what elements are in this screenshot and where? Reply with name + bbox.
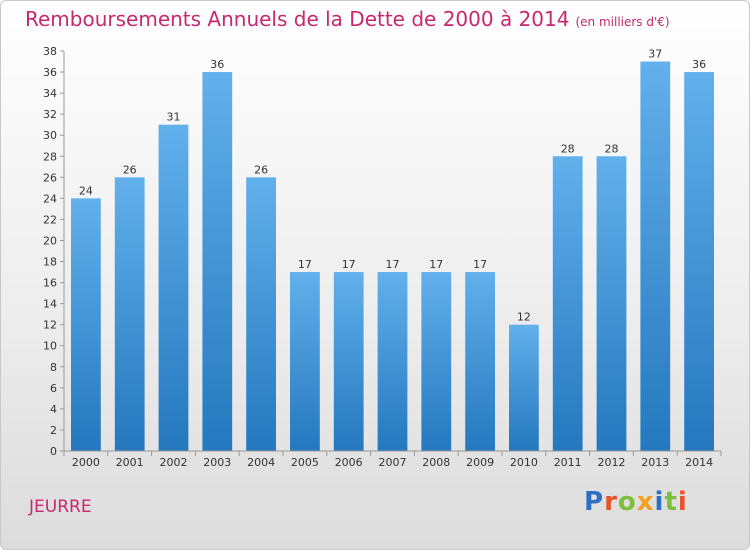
y-tick-label: 12 (43, 319, 57, 332)
bar (509, 324, 539, 451)
bar (421, 272, 452, 451)
y-tick-label: 20 (43, 234, 57, 247)
brand-letter: x (636, 487, 655, 517)
bar (333, 272, 364, 451)
x-tick-label: 2014 (685, 456, 713, 469)
brand-letter: i (677, 487, 688, 517)
x-tick-label: 2003 (203, 456, 231, 469)
y-tick-label: 38 (43, 45, 57, 58)
data-label: 12 (517, 311, 531, 324)
data-label: 17 (473, 258, 487, 271)
x-tick-label: 2004 (247, 456, 275, 469)
y-tick-label: 14 (43, 298, 57, 311)
x-tick-label: 2002 (160, 456, 188, 469)
x-tick-label: 2012 (598, 456, 626, 469)
x-tick-label: 2013 (641, 456, 669, 469)
commune-name: JEURRE (29, 497, 92, 517)
chart-subtitle: (en milliers d'€) (575, 15, 670, 29)
y-tick-label: 18 (43, 256, 57, 269)
data-label: 36 (692, 58, 706, 71)
y-tick-label: 2 (50, 424, 57, 437)
bar (377, 272, 408, 451)
bars: 24 26 31 36 26 17 17 17 17 17 12 28 28 37 36 (71, 48, 714, 452)
y-tick-label: 22 (43, 213, 57, 226)
bar (684, 72, 714, 451)
bar (596, 156, 627, 451)
brand-letter: o (617, 487, 637, 517)
brand-letter: t (664, 487, 678, 517)
brand-logo: Proxiti (584, 487, 688, 517)
x-tick-label: 2010 (510, 456, 538, 469)
brand-letter: i (654, 487, 665, 517)
y-tick-label: 16 (43, 277, 57, 290)
bar (158, 124, 189, 452)
y-tick-label: 24 (43, 192, 57, 205)
bar (465, 272, 495, 451)
y-tick-label: 28 (43, 150, 57, 163)
data-label: 28 (605, 142, 619, 155)
y-tick-label: 26 (43, 171, 57, 184)
bar (71, 198, 101, 451)
x-tick-label: 2007 (379, 456, 407, 469)
y-tick-label: 8 (50, 361, 57, 374)
data-label: 36 (210, 58, 224, 71)
data-label: 26 (123, 163, 137, 176)
bar (552, 156, 583, 451)
x-tick-label: 2011 (554, 456, 582, 469)
y-tick-label: 34 (43, 87, 57, 100)
data-label: 37 (648, 48, 662, 61)
bar (246, 177, 276, 451)
brand-letter: P (584, 487, 605, 517)
y-tick-label: 30 (43, 129, 57, 142)
data-label: 31 (167, 111, 181, 124)
y-tick-label: 36 (43, 66, 57, 79)
bar (640, 61, 671, 452)
data-label: 26 (254, 163, 268, 176)
x-tick-label: 2008 (422, 456, 450, 469)
x-axis: 2000 2001 2002 2003 2004 2005 2006 2007 2008 2009… (63, 450, 722, 469)
data-label: 17 (342, 258, 356, 271)
data-label: 24 (79, 184, 93, 197)
y-tick-label: 32 (43, 108, 57, 121)
x-tick-label: 2006 (335, 456, 363, 469)
data-label: 28 (561, 142, 575, 155)
data-label: 17 (298, 258, 312, 271)
y-tick-label: 10 (43, 340, 57, 353)
x-tick-label: 2001 (116, 456, 144, 469)
brand-letter: r (604, 487, 618, 517)
data-label: 17 (386, 258, 400, 271)
bar (114, 177, 145, 451)
x-tick-label: 2005 (291, 456, 319, 469)
bar (202, 72, 233, 451)
y-tick-label: 0 (50, 445, 57, 458)
x-tick-label: 2000 (72, 456, 100, 469)
title-text: Remboursements Annuels de la Dette de 20… (25, 7, 570, 31)
y-tick-label: 6 (50, 382, 57, 395)
y-tick-label: 4 (50, 403, 57, 416)
bar (290, 272, 320, 451)
x-tick-label: 2009 (466, 456, 494, 469)
data-label: 17 (429, 258, 443, 271)
chart-title: Remboursements Annuels de la Dette de 20… (25, 7, 670, 31)
